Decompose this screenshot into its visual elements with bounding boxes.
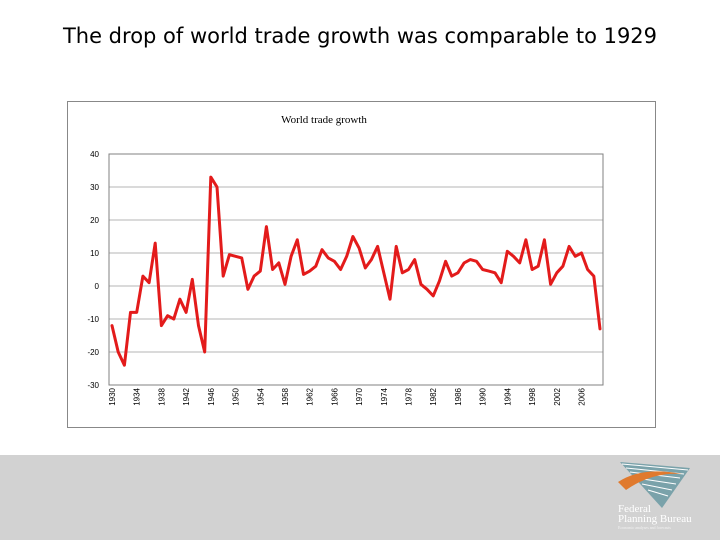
y-tick-label: 10 xyxy=(90,249,99,258)
x-tick-label: 1986 xyxy=(454,387,463,405)
x-tick-label: 1954 xyxy=(256,387,265,405)
plot-area xyxy=(108,153,604,386)
x-tick-label: 1998 xyxy=(528,387,537,405)
x-tick-label: 1978 xyxy=(405,387,414,405)
y-tick-label: -30 xyxy=(87,381,99,390)
y-tick-label: 0 xyxy=(95,282,100,291)
footer-band xyxy=(0,455,720,540)
x-tick-label: 1938 xyxy=(157,387,166,405)
chart-container: World trade growth -30 -20 -10 0 10 20 30 40 19… xyxy=(67,101,656,428)
logo-line-1: Federal xyxy=(618,503,651,515)
logo-line-2: Planning Bureau xyxy=(618,513,692,525)
x-tick-label: 1946 xyxy=(207,387,216,405)
series-line xyxy=(110,175,602,367)
x-tick-label: 2002 xyxy=(553,387,562,405)
logo-mark-icon xyxy=(618,462,690,508)
x-tick-label: 1930 xyxy=(108,387,117,405)
x-tick-label: 1966 xyxy=(330,387,339,405)
x-tick-label: 1950 xyxy=(232,387,241,405)
y-tick-label: 20 xyxy=(90,216,99,225)
x-tick-label: 1990 xyxy=(479,387,488,405)
x-tick-label: 1970 xyxy=(355,387,364,405)
x-tick-label: 1994 xyxy=(503,387,512,405)
x-tick-label: 1982 xyxy=(429,387,438,405)
y-tick-label: -20 xyxy=(87,348,99,357)
world-trade-growth-chart: World trade growth -30 -20 -10 0 10 20 30 40 19… xyxy=(87,114,604,406)
x-tick-label: 1962 xyxy=(306,387,315,405)
x-tick-label: 1934 xyxy=(133,387,142,405)
x-tick-label: 1958 xyxy=(281,387,290,405)
federal-planning-bureau-logo xyxy=(618,462,690,508)
x-tick-label: 1942 xyxy=(182,387,191,405)
x-tick-label: 2006 xyxy=(577,387,586,405)
logo-tagline: Economic analyses and forecasts xyxy=(618,525,671,530)
slide-title: The drop of world trade growth was compa… xyxy=(62,24,658,48)
y-tick-label: 40 xyxy=(90,150,99,159)
y-tick-label: 30 xyxy=(90,183,99,192)
chart-title: World trade growth xyxy=(281,114,367,126)
x-tick-label: 1974 xyxy=(380,387,389,405)
y-tick-label: -10 xyxy=(87,315,99,324)
